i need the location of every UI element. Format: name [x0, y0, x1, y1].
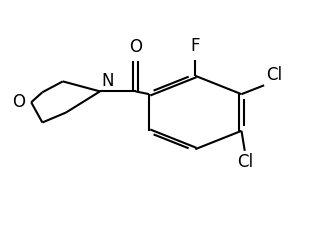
Text: Cl: Cl [237, 153, 253, 171]
Text: N: N [102, 72, 114, 90]
Text: F: F [191, 37, 200, 55]
Text: O: O [12, 93, 25, 111]
Text: O: O [129, 38, 142, 56]
Text: Cl: Cl [266, 66, 282, 84]
